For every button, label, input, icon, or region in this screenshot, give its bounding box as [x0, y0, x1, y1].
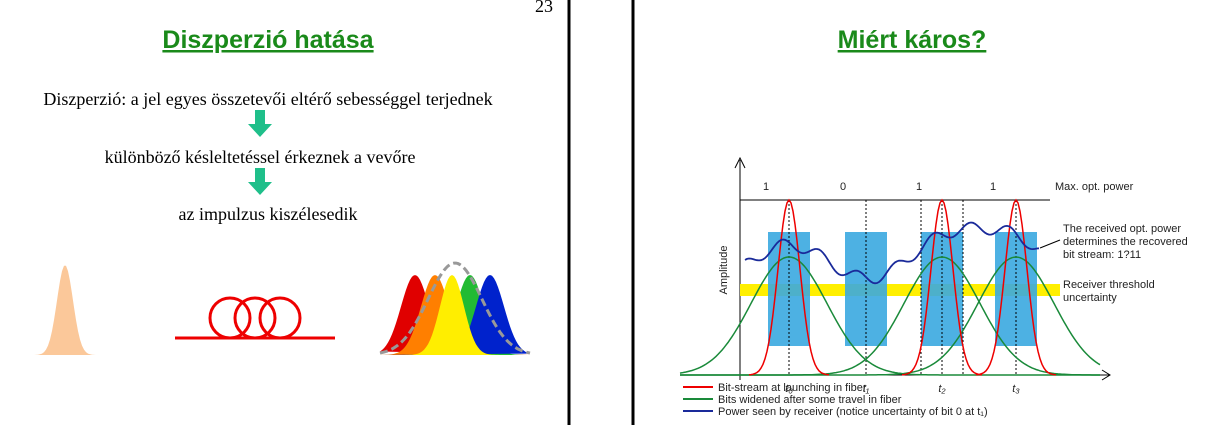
blue-curve: [744, 221, 1040, 285]
spectrum: [380, 275, 530, 355]
time-label: t₁: [863, 383, 870, 395]
time-label: t₀: [785, 383, 793, 395]
bit-label: 1: [916, 181, 922, 193]
spectrum: [380, 275, 530, 355]
fiber-loop: [258, 296, 302, 340]
y-axis: [734, 156, 746, 380]
text-line: különböző késleltetéssel érkeznek a vevő…: [105, 147, 416, 167]
legend-text: Power seen by receiver (notice uncertain…: [718, 406, 988, 418]
spectrum: [380, 275, 530, 355]
legend-text: Bits widened after some travel in fiber: [718, 394, 902, 406]
axis-label: Amplitude: [718, 246, 730, 295]
red-pulse: [748, 198, 830, 376]
red-pulse: [975, 198, 1057, 376]
text-line: Diszperzió: a jel egyes összetevői eltér…: [43, 89, 492, 109]
red-pulse: [901, 198, 983, 376]
fiber-loop: [208, 296, 252, 340]
bit-label: 1: [763, 181, 769, 193]
time-label: t₂: [938, 383, 946, 395]
annotation: uncertainty: [1063, 292, 1117, 304]
time-label: t₃: [1012, 383, 1020, 395]
annotation: The received opt. power: [1063, 223, 1181, 235]
legend-text: Bit-stream at launching in fiber: [718, 382, 867, 394]
page-number: 23: [535, 0, 553, 16]
envelope: [379, 261, 531, 355]
slide-title: Diszperzió hatása: [162, 26, 374, 54]
fiber-loop: [233, 296, 277, 340]
bit-label: 0: [840, 181, 846, 193]
annotation: Receiver threshold: [1063, 279, 1155, 291]
threshold-band: [740, 284, 1060, 296]
text-line: az impulzus kiszélesedik: [179, 204, 358, 224]
arrow: [248, 168, 272, 195]
figure: 1 0 1 1 t₀ t₁ t₂ t₃ Amplitude Max. opt. power The …: [679, 156, 1188, 418]
annotation: determines the recovered: [1063, 236, 1188, 248]
annotation: bit stream: 1?11: [1063, 249, 1141, 261]
pointer: [1039, 239, 1061, 249]
annotation: Max. opt. power: [1055, 181, 1134, 193]
green-pulse: [679, 256, 1100, 376]
illustration: [30, 261, 531, 355]
arrow: [248, 110, 272, 137]
slide-title: Miért káros?: [838, 26, 987, 54]
bit-label: 1: [990, 181, 996, 193]
pulse: [30, 265, 100, 355]
